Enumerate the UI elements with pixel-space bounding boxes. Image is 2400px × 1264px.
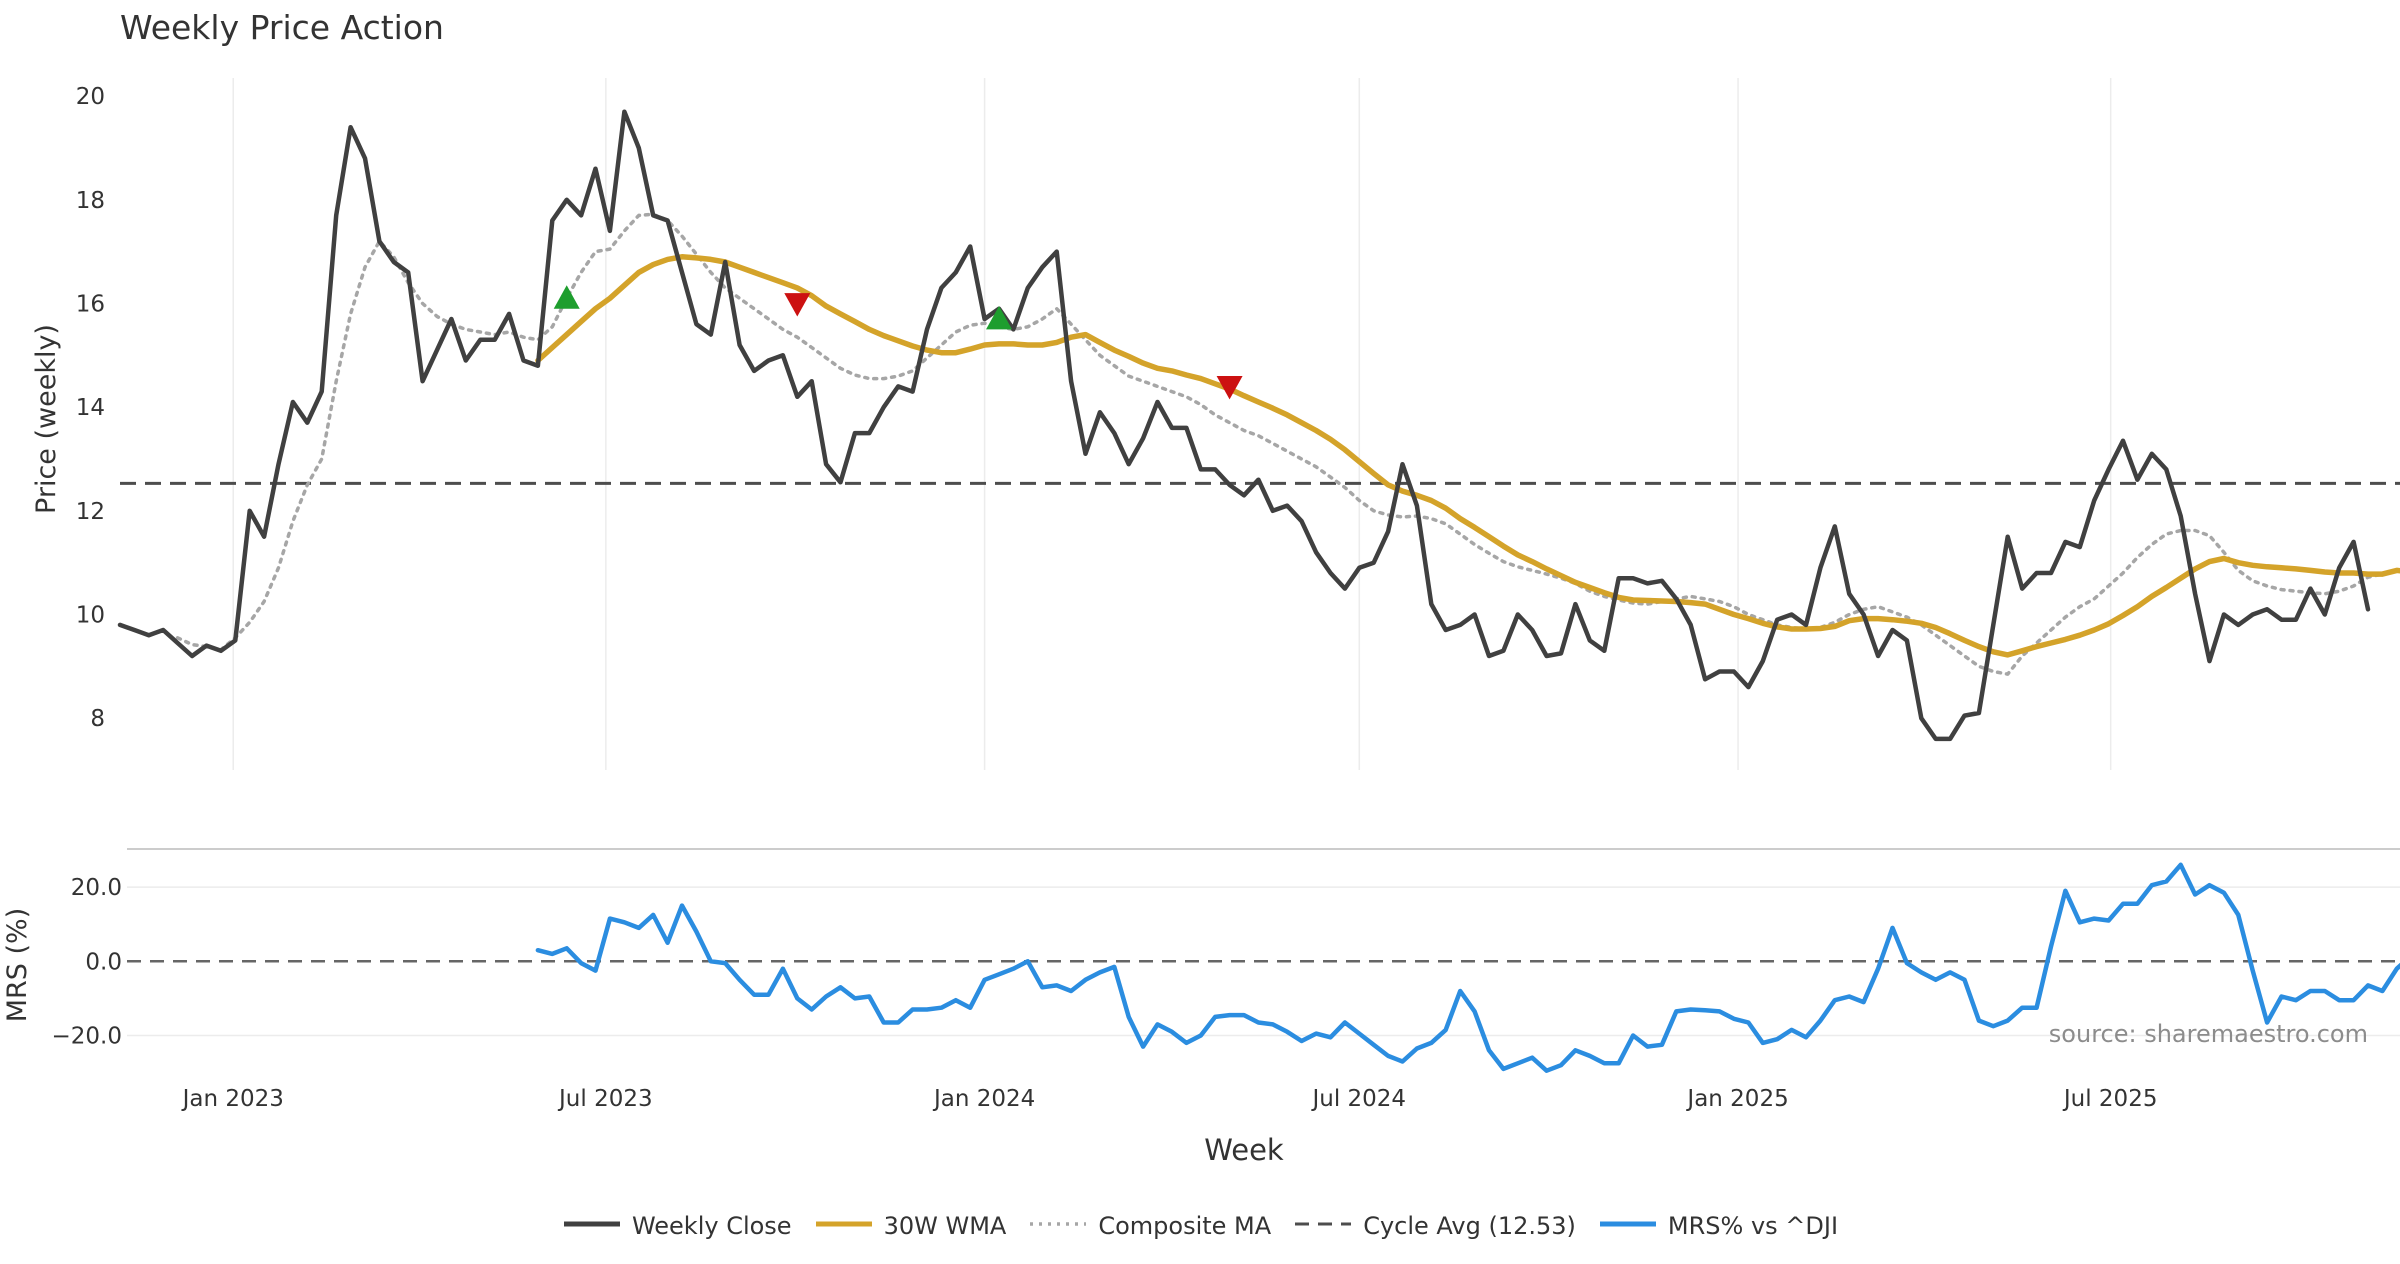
legend-item-wma: 30W WMA [814,1212,1007,1240]
x-tick-label: Jan 2024 [932,1086,1035,1112]
buy-signal-marker [553,285,580,309]
legend-label: Cycle Avg (12.53) [1363,1212,1576,1240]
x-axis-label: Week [1204,1133,1284,1167]
mrs-y-tick-label: 0.0 [85,949,122,975]
legend-item-cycle-avg: Cycle Avg (12.53) [1293,1212,1576,1240]
legend-label: 30W WMA [883,1212,1007,1240]
price-y-tick-label: 20 [76,84,105,110]
legend-item-weekly-close: Weekly Close [562,1212,792,1240]
composite-ma-line [175,212,2385,676]
sell-signal-marker [1216,376,1243,400]
mrs-line [535,862,2400,1073]
mrs-y-tick-label: 20.0 [71,875,122,901]
legend: Weekly Close 30W WMA Composite MA Cycle … [0,1212,2400,1240]
wma-line [535,254,2400,658]
x-tick-label: Jul 2023 [557,1086,653,1112]
price-y-tick-label: 14 [76,395,105,421]
legend-swatch-line [815,1221,872,1227]
x-tick-label: Jan 2025 [1685,1086,1788,1112]
price-y-tick-label: 16 [76,291,105,317]
legend-swatch-cycle-avg [1293,1212,1353,1240]
weekly-close-line [117,109,2371,742]
source-note: source: sharemaestro.com [2048,1020,2368,1048]
legend-swatch-line [1599,1221,1656,1227]
legend-item-mrs: MRS% vs ^DJI [1598,1212,1838,1240]
price-y-tick-label: 12 [76,499,105,525]
x-tick-label: Jan 2023 [181,1086,284,1112]
price-y-tick-label: 8 [90,706,105,732]
legend-swatch-line [1295,1222,1352,1226]
chart-title: Weekly Price Action [120,8,444,47]
mrs-y-tick-label: −20.0 [52,1023,122,1049]
x-tick-label: Jul 2025 [2062,1086,2158,1112]
legend-swatch-weekly-close [562,1212,622,1240]
legend-swatch-line [1030,1222,1087,1226]
sell-signal-marker [784,293,811,317]
price-y-axis-label: Price (weekly) [31,324,62,514]
legend-label: Weekly Close [631,1212,792,1240]
legend-swatch-mrs [1598,1212,1658,1240]
legend-item-composite-ma: Composite MA [1028,1212,1271,1240]
price-y-tick-label: 10 [76,602,105,628]
legend-swatch-composite-ma [1028,1212,1088,1240]
price-y-tick-label: 18 [76,188,105,214]
legend-swatch-line [563,1221,620,1227]
mrs-y-axis-label: MRS (%) [2,908,33,1023]
legend-label: Composite MA [1098,1212,1272,1240]
x-tick-label: Jul 2024 [1310,1086,1406,1112]
legend-label: MRS% vs ^DJI [1667,1212,1839,1240]
legend-swatch-wma [814,1212,874,1240]
buy-signal-marker [986,306,1013,330]
